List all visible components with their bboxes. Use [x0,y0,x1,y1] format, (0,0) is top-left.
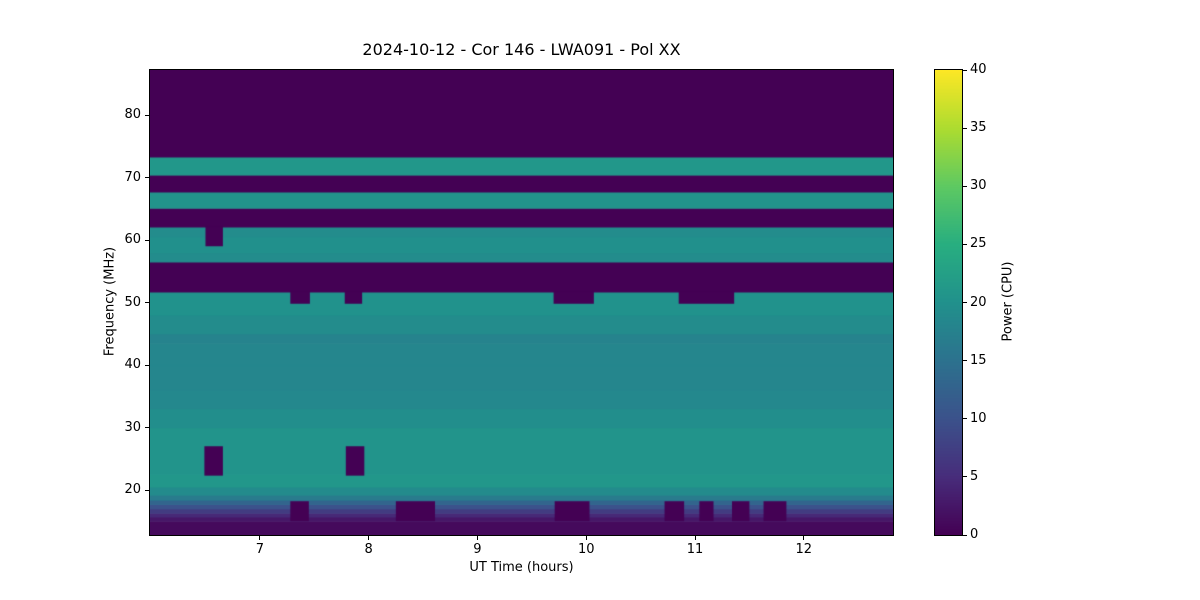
y-tick [145,114,149,116]
colorbar-tick [963,534,967,536]
colorbar-tick [963,360,967,362]
colorbar-tick-label: 20 [970,294,987,310]
y-tick [145,489,149,491]
x-tick [259,536,261,540]
colorbar-tick-label: 0 [970,527,979,542]
colorbar-tick-label: 15 [970,352,987,368]
y-tick [145,427,149,428]
colorbar-tick-label: 40 [970,62,987,77]
colorbar-tick [963,476,967,478]
colorbar-tick-label: 35 [970,120,987,136]
y-tick-label: 50 [124,294,141,310]
colorbar [934,69,963,536]
colorbar-label: Power (CPU) [1000,261,1016,342]
y-tick-label: 70 [124,169,141,185]
x-tick-label: 12 [795,542,813,557]
y-tick [145,364,149,366]
x-tick-label: 10 [577,542,595,557]
y-tick-label: 20 [124,482,141,497]
y-tick-label: 30 [124,419,141,435]
colorbar-tick [963,418,967,420]
colorbar-tick [963,127,967,129]
x-tick [368,536,370,540]
x-axis-label: UT Time (hours) [469,560,574,575]
x-tick-label: 9 [473,542,482,557]
y-tick-label: 80 [124,107,141,122]
colorbar-tick [963,243,967,245]
colorbar-tick-label: 5 [970,468,979,484]
y-tick [145,239,149,241]
x-tick [803,536,805,540]
x-tick [585,536,587,540]
y-tick [145,302,149,303]
y-tick [145,177,149,178]
colorbar-tick [963,302,967,303]
chart-title: 2024-10-12 - Cor 146 - LWA091 - Pol XX [362,40,681,59]
colorbar-tick-label: 25 [970,236,987,252]
heatmap-canvas [149,69,894,536]
colorbar-tick-label: 30 [970,178,987,194]
colorbar-tick-label: 10 [970,410,987,426]
x-tick-label: 11 [686,542,704,557]
x-tick-label: 7 [255,542,264,557]
colorbar-tick [963,69,967,71]
y-tick-label: 40 [124,357,141,372]
x-tick-label: 8 [364,542,373,557]
y-tick-label: 60 [124,232,141,247]
colorbar-tick [963,185,967,187]
x-tick [476,536,478,540]
x-tick [694,536,696,540]
